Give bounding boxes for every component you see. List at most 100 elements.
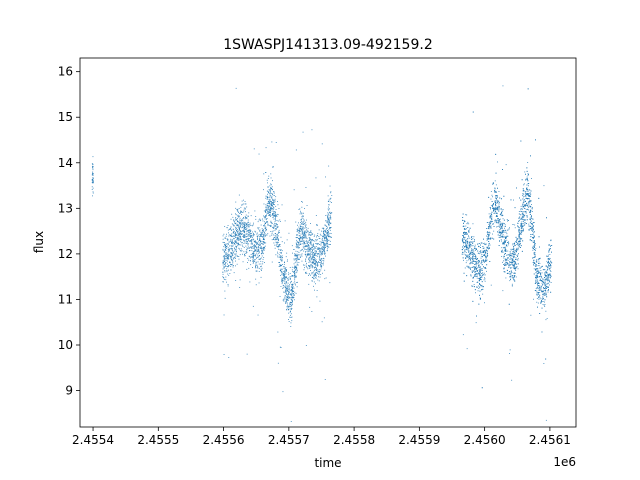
data-point bbox=[243, 227, 245, 229]
data-point bbox=[465, 243, 467, 245]
data-point bbox=[264, 216, 266, 217]
data-point bbox=[513, 250, 514, 252]
data-point bbox=[312, 255, 314, 257]
data-point bbox=[282, 278, 283, 280]
data-point bbox=[273, 166, 274, 168]
data-point bbox=[294, 268, 296, 269]
data-point bbox=[234, 248, 235, 250]
data-point bbox=[222, 262, 224, 263]
data-point bbox=[260, 258, 261, 260]
data-point bbox=[302, 233, 303, 235]
data-point bbox=[272, 227, 274, 229]
data-point bbox=[255, 249, 257, 250]
data-point bbox=[288, 312, 290, 314]
data-point bbox=[271, 261, 273, 263]
data-point bbox=[538, 276, 540, 278]
data-point bbox=[290, 282, 291, 284]
data-point bbox=[495, 221, 497, 222]
data-point bbox=[469, 253, 471, 255]
data-point bbox=[506, 263, 508, 265]
data-point bbox=[279, 244, 281, 245]
data-point bbox=[468, 265, 470, 267]
data-point bbox=[538, 292, 539, 293]
data-point bbox=[300, 222, 301, 223]
data-point bbox=[319, 247, 320, 249]
data-point bbox=[244, 216, 246, 218]
data-point bbox=[280, 249, 282, 251]
data-point bbox=[525, 195, 527, 197]
data-point bbox=[279, 296, 281, 297]
data-point bbox=[484, 267, 485, 269]
data-point bbox=[235, 250, 237, 252]
data-point bbox=[518, 230, 520, 232]
data-point bbox=[288, 285, 290, 286]
data-point bbox=[520, 199, 522, 201]
data-point bbox=[277, 234, 278, 236]
data-point bbox=[311, 256, 313, 258]
data-point bbox=[308, 253, 310, 255]
data-point bbox=[469, 254, 471, 256]
data-point bbox=[548, 262, 550, 264]
data-point bbox=[469, 246, 471, 248]
data-point bbox=[522, 213, 524, 215]
data-point bbox=[503, 241, 505, 243]
data-point bbox=[550, 274, 552, 276]
data-point bbox=[260, 233, 262, 235]
data-point bbox=[269, 207, 271, 209]
data-point bbox=[325, 231, 327, 233]
data-point bbox=[529, 210, 531, 212]
data-point bbox=[505, 244, 507, 246]
data-point bbox=[495, 195, 497, 197]
data-point bbox=[230, 240, 232, 242]
data-point bbox=[281, 250, 283, 252]
data-point bbox=[539, 257, 541, 259]
data-point bbox=[303, 227, 305, 229]
data-point bbox=[273, 237, 275, 238]
data-point bbox=[247, 244, 249, 246]
data-point bbox=[306, 246, 308, 247]
data-point bbox=[326, 239, 328, 241]
data-point bbox=[314, 254, 316, 256]
data-point bbox=[311, 240, 313, 242]
data-point bbox=[521, 216, 523, 217]
data-point bbox=[538, 270, 540, 272]
data-point bbox=[512, 259, 514, 261]
data-point bbox=[476, 260, 478, 262]
data-point bbox=[246, 231, 248, 233]
data-point bbox=[524, 214, 526, 216]
data-point bbox=[310, 248, 312, 250]
data-point bbox=[543, 293, 545, 295]
data-point bbox=[533, 262, 535, 264]
data-point bbox=[269, 214, 270, 216]
data-point bbox=[296, 234, 298, 236]
data-point bbox=[252, 251, 254, 252]
data-point bbox=[235, 242, 237, 244]
data-point bbox=[231, 253, 233, 255]
data-point bbox=[481, 254, 483, 255]
data-point bbox=[243, 225, 245, 226]
data-point bbox=[494, 191, 495, 193]
data-point bbox=[323, 233, 324, 234]
data-point bbox=[500, 223, 502, 225]
data-point bbox=[230, 246, 232, 248]
data-point bbox=[532, 226, 534, 228]
data-point bbox=[522, 218, 524, 220]
data-point bbox=[530, 234, 532, 235]
data-point bbox=[475, 292, 476, 294]
data-point bbox=[505, 264, 507, 266]
data-point bbox=[464, 242, 466, 243]
data-point bbox=[531, 178, 532, 179]
data-point bbox=[252, 255, 254, 257]
data-point bbox=[295, 237, 297, 238]
data-point bbox=[475, 273, 477, 275]
data-point bbox=[516, 238, 518, 240]
data-point bbox=[528, 201, 530, 202]
data-point bbox=[495, 202, 496, 204]
data-point bbox=[238, 239, 240, 241]
data-point bbox=[323, 236, 324, 238]
data-point bbox=[309, 268, 311, 269]
data-point bbox=[92, 187, 94, 189]
data-point bbox=[503, 247, 504, 249]
data-point bbox=[291, 289, 292, 291]
data-point bbox=[501, 212, 503, 214]
